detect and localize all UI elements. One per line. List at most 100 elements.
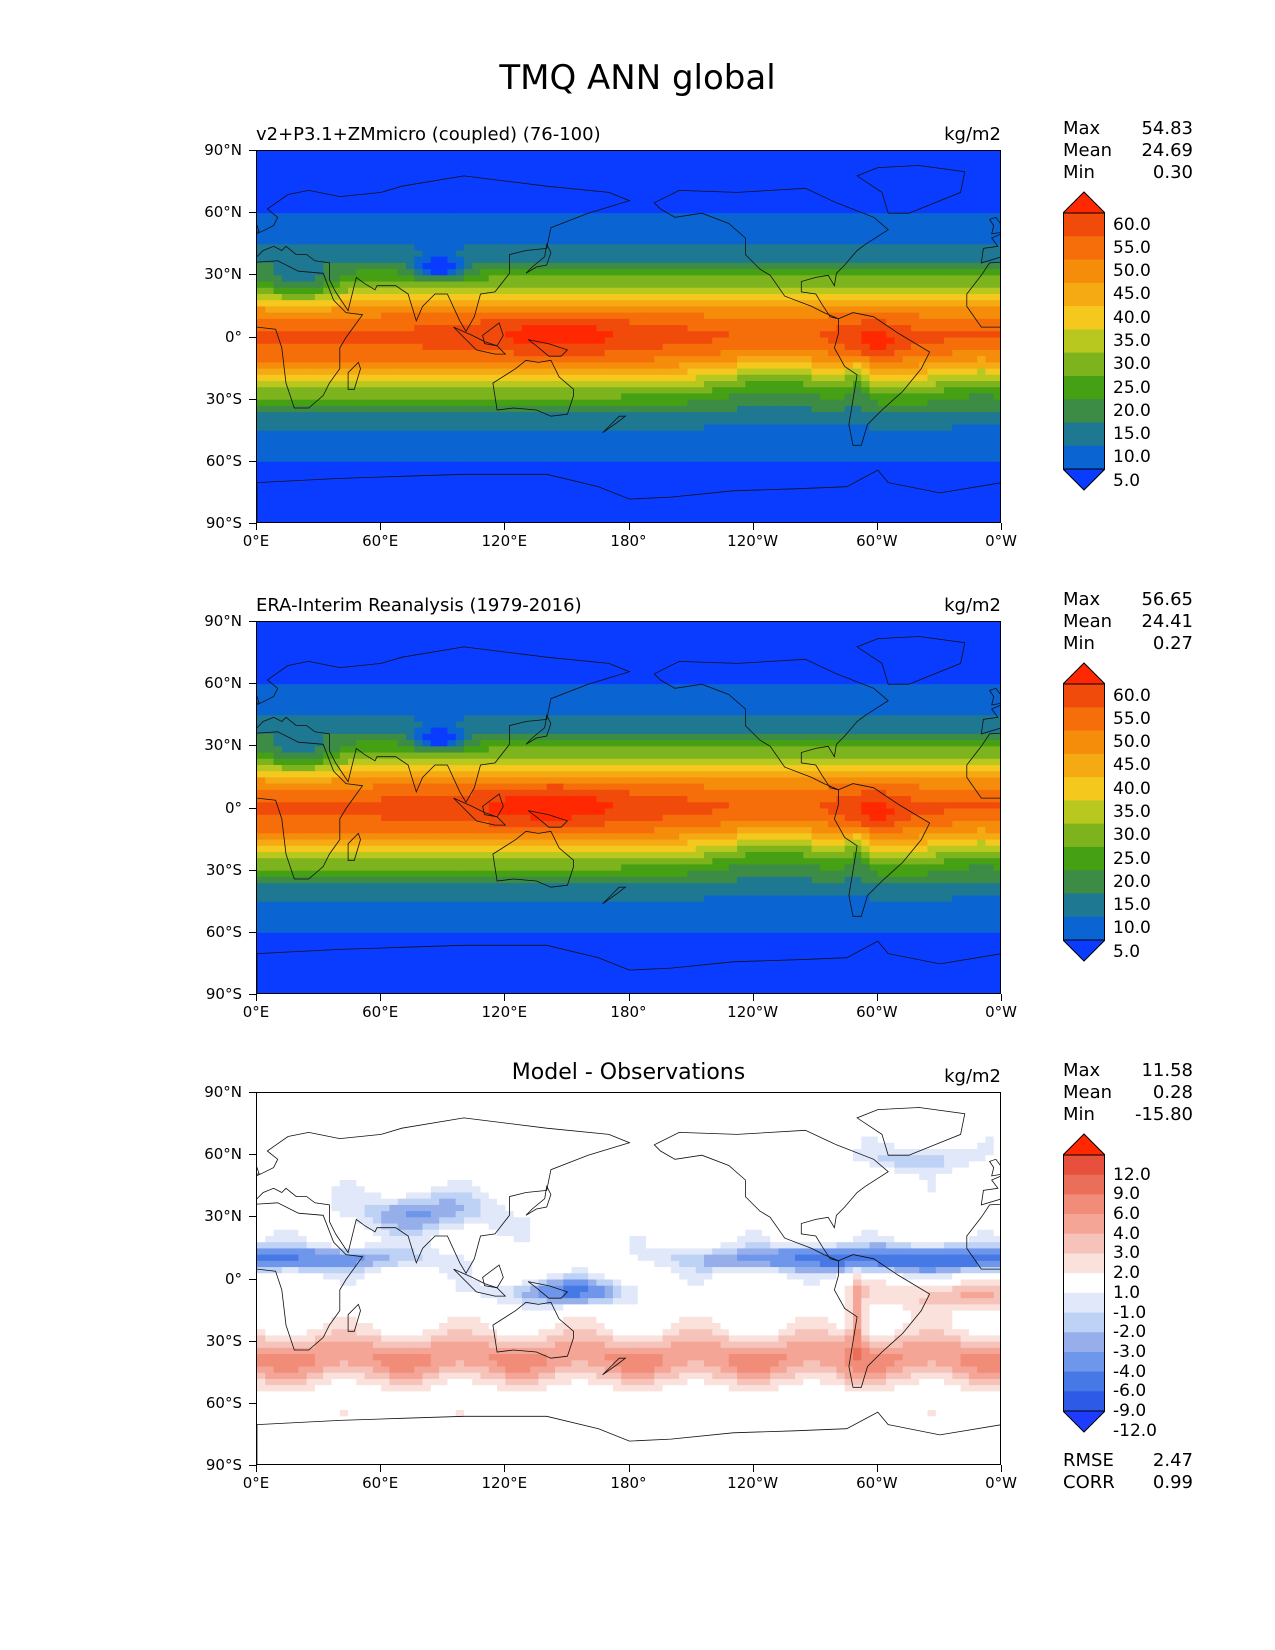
field-cell xyxy=(836,455,846,463)
field-cell xyxy=(761,256,771,264)
field-cell xyxy=(778,387,788,395)
field-cell xyxy=(323,387,333,395)
field-cell xyxy=(323,175,333,183)
field-cell xyxy=(381,325,391,332)
field-cell xyxy=(463,175,473,183)
field-cell xyxy=(670,461,680,469)
field-cell xyxy=(877,331,887,339)
field-cell xyxy=(944,238,953,245)
field-cell xyxy=(670,188,680,196)
field-cell xyxy=(803,306,813,314)
field-cell xyxy=(679,436,689,444)
field-cell xyxy=(430,480,440,488)
field-cell xyxy=(604,231,614,239)
field-cell xyxy=(844,387,854,395)
field-cell xyxy=(604,206,614,214)
field-cell xyxy=(778,300,788,308)
field-cell xyxy=(257,269,266,276)
field-cell xyxy=(761,250,771,258)
field-cell xyxy=(447,262,457,270)
field-cell xyxy=(257,455,266,463)
field-cell xyxy=(902,461,912,469)
field-cell xyxy=(447,287,457,295)
field-cell xyxy=(786,486,796,494)
field-cell xyxy=(281,169,291,177)
field-cell xyxy=(935,293,945,301)
field-cell xyxy=(364,151,374,158)
field-cell xyxy=(786,287,796,295)
field-cell xyxy=(993,163,1000,171)
field-cell xyxy=(968,461,978,469)
field-cell xyxy=(712,231,722,239)
field-cell xyxy=(844,424,854,432)
field-cell xyxy=(679,343,689,351)
field-cell xyxy=(397,474,407,482)
field-cell xyxy=(770,287,780,295)
field-cell xyxy=(348,157,357,165)
field-cell xyxy=(637,300,647,308)
field-cell xyxy=(778,468,788,475)
field-cell xyxy=(455,405,465,413)
field-cell xyxy=(894,200,904,208)
field-cell xyxy=(977,306,987,314)
field-cell xyxy=(704,374,713,382)
field-cell xyxy=(604,250,614,258)
field-cell xyxy=(720,430,730,438)
field-cell xyxy=(935,474,945,482)
field-cell xyxy=(662,225,672,233)
field-cell xyxy=(728,461,738,469)
field-cell xyxy=(521,443,531,450)
field-cell xyxy=(968,374,978,382)
field-cell xyxy=(728,300,738,308)
field-cell xyxy=(306,312,316,320)
field-cell xyxy=(497,418,506,426)
field-cell xyxy=(977,318,987,326)
field-cell xyxy=(935,468,945,475)
field-cell xyxy=(637,250,647,258)
field-cell xyxy=(654,262,664,270)
field-cell xyxy=(662,318,672,326)
field-cell xyxy=(977,362,987,370)
field-cell xyxy=(306,262,316,270)
field-cell xyxy=(737,175,746,183)
field-cell xyxy=(314,418,324,426)
field-cell xyxy=(323,443,333,450)
field-cell xyxy=(265,269,275,276)
field-cell xyxy=(579,418,589,426)
field-cell xyxy=(513,250,523,258)
field-cell xyxy=(985,275,995,283)
field-cell xyxy=(389,331,399,339)
field-cell xyxy=(546,157,556,165)
field-cell xyxy=(439,412,448,419)
field-cell xyxy=(910,337,920,345)
field-cell xyxy=(795,399,804,407)
field-cell xyxy=(447,468,457,475)
field-cell xyxy=(555,175,564,183)
field-cell xyxy=(811,312,821,320)
field-cell xyxy=(886,188,895,196)
field-cell xyxy=(323,275,333,283)
field-cell xyxy=(654,474,664,482)
field-cell xyxy=(944,244,953,252)
field-cell xyxy=(844,393,854,401)
field-cell xyxy=(646,287,655,295)
field-cell xyxy=(298,387,308,395)
field-cell xyxy=(654,399,664,407)
field-cell xyxy=(803,356,813,363)
field-cell xyxy=(919,343,929,351)
field-cell xyxy=(670,318,680,326)
field-cell xyxy=(844,474,854,482)
field-cell xyxy=(919,256,929,264)
field-cell xyxy=(364,399,374,407)
field-cell xyxy=(679,219,689,227)
field-cell xyxy=(662,244,672,252)
field-cell xyxy=(861,443,871,450)
field-cell xyxy=(960,356,970,363)
field-cell xyxy=(348,219,357,227)
field-cell xyxy=(306,281,316,289)
field-cell xyxy=(298,356,308,363)
field-cell xyxy=(968,151,978,158)
field-cell xyxy=(646,206,655,214)
field-cell xyxy=(612,393,622,401)
field-cell xyxy=(704,175,713,183)
